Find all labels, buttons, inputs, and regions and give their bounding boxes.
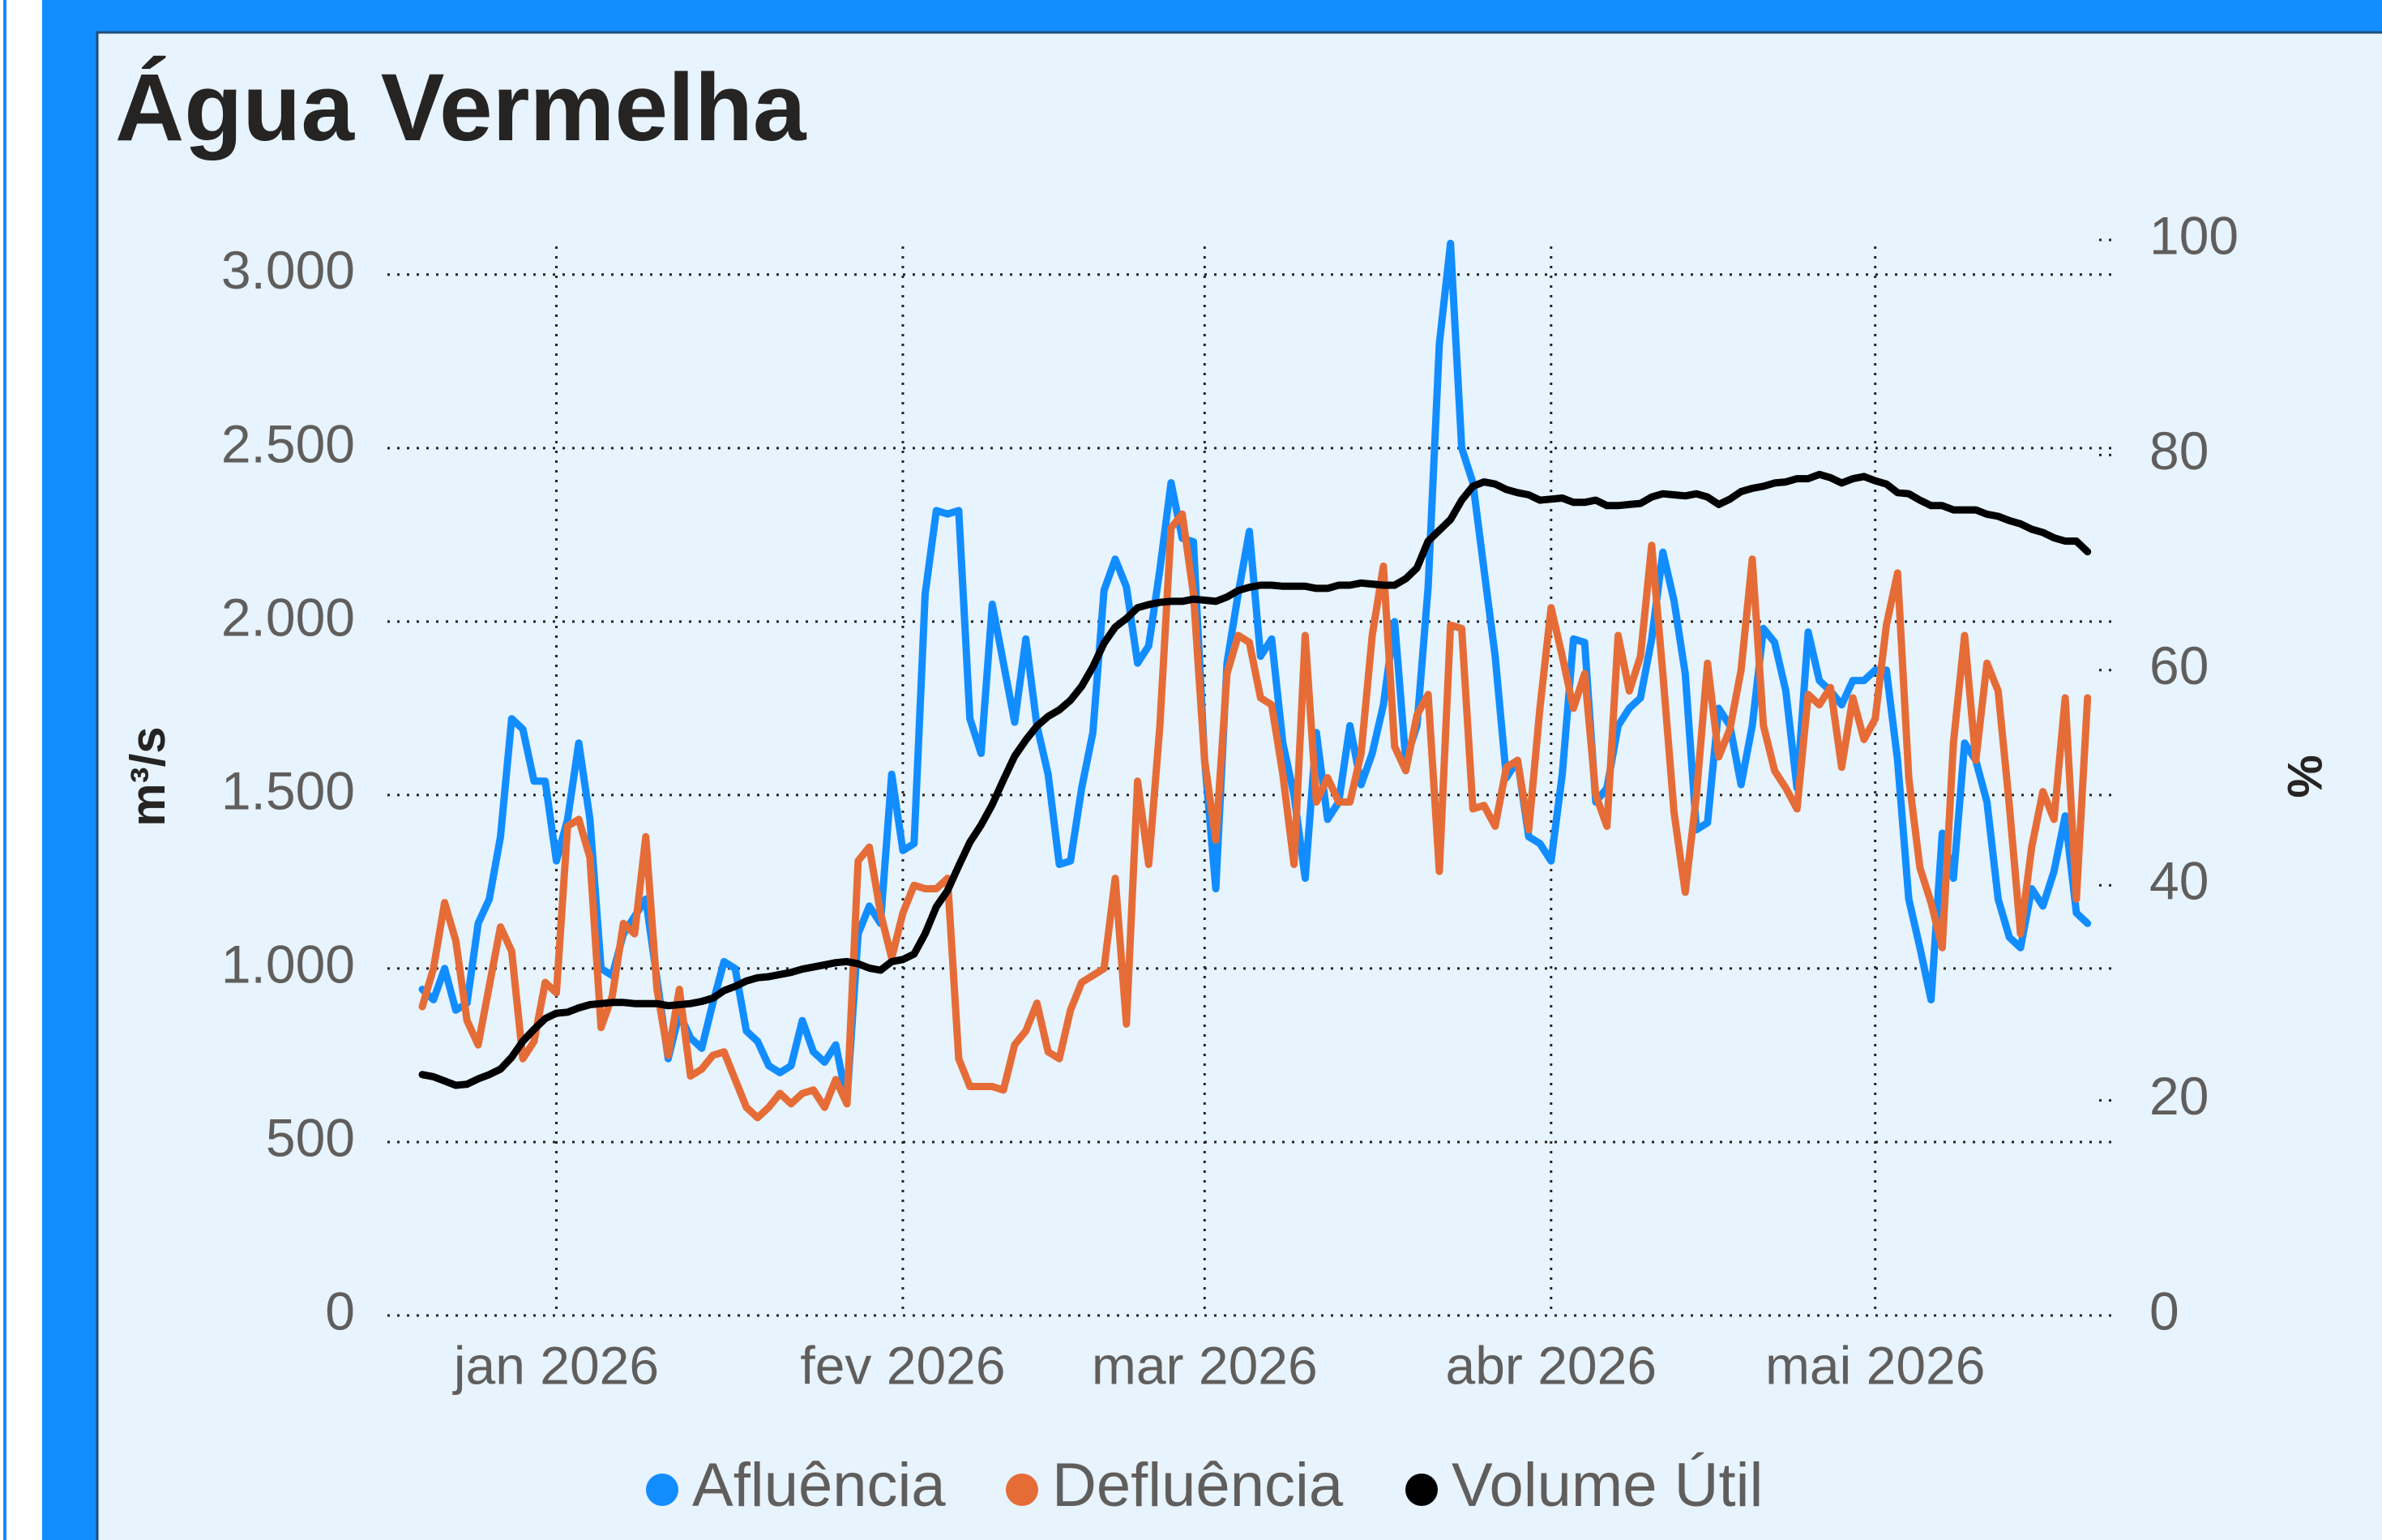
y-tick-label: 2.000 (221, 587, 355, 647)
x-tick-label: fev 2026 (800, 1335, 1005, 1395)
x-tick-label: jan 2026 (452, 1335, 659, 1395)
x-tick-label: abr 2026 (1446, 1335, 1657, 1395)
legend-marker (1405, 1474, 1438, 1506)
left-edge (3, 0, 6, 1540)
y2-tick-label: 0 (2149, 1281, 2179, 1341)
legend-marker (646, 1474, 678, 1506)
legend-marker (1006, 1474, 1038, 1506)
legend-item[interactable]: Afluência (646, 1451, 946, 1520)
legend-item[interactable]: Defluência (1006, 1451, 1344, 1520)
y-tick-label: 0 (325, 1281, 355, 1341)
series-line (418, 239, 2092, 1105)
y2-tick-label: 80 (2149, 421, 2209, 481)
y-tick-label: 1.500 (221, 760, 355, 820)
y-tick-label: 3.000 (221, 240, 355, 300)
y-tick-label: 2.500 (221, 413, 355, 473)
card (96, 31, 2382, 1540)
series-line (418, 470, 2092, 1089)
x-tick-label: mar 2026 (1092, 1335, 1318, 1395)
chart-title: Água Vermelha (115, 54, 807, 161)
y2-tick-label: 40 (2149, 851, 2209, 911)
y2-axis-title: % (2277, 755, 2332, 798)
x-tick-label: mai 2026 (1765, 1335, 1986, 1395)
series-line (418, 510, 2092, 1122)
y2-tick-label: 60 (2149, 635, 2209, 695)
left-strip (0, 0, 42, 1540)
legend-label: Afluência (692, 1451, 946, 1520)
legend-label: Volume Útil (1452, 1451, 1763, 1520)
y2-tick-label: 20 (2149, 1066, 2209, 1126)
y2-tick-label: 100 (2149, 205, 2239, 265)
y-tick-label: 500 (266, 1107, 355, 1167)
y-axis-title: m³/s (121, 726, 175, 826)
legend-item[interactable]: Volume Útil (1405, 1451, 1763, 1520)
legend-label: Defluência (1052, 1451, 1344, 1520)
y-tick-label: 1.000 (221, 934, 355, 994)
